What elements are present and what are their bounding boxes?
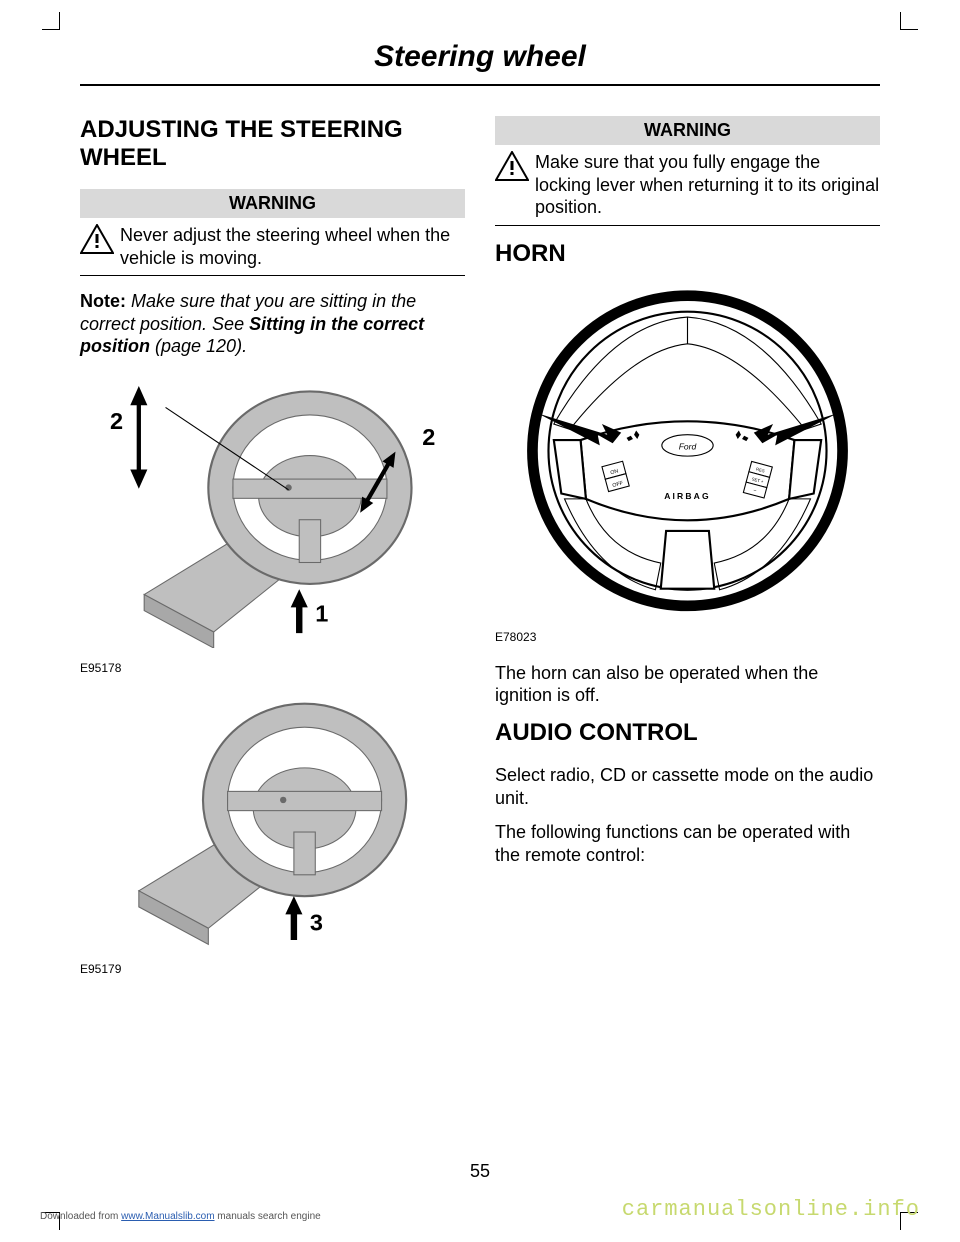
warning-rule-right: [495, 225, 880, 226]
figure-adjust-2: 3: [80, 693, 465, 955]
crop-mark-tl: [42, 12, 60, 30]
horn-text: The horn can also be operated when the i…: [495, 662, 880, 707]
footer-link[interactable]: www.Manualslib.com: [121, 1211, 214, 1222]
title-rule: [80, 84, 880, 86]
audio-text-2: The following functions can be operated …: [495, 821, 880, 866]
warning-rule: [80, 275, 465, 276]
figure-1-caption: E95178: [80, 661, 465, 675]
steering-adjust-diagram-2: 3: [80, 693, 465, 950]
horn-diagram: Ford AIRBAG ON OFF RES: [495, 285, 880, 617]
audio-text-1: Select radio, CD or cassette mode on the…: [495, 764, 880, 809]
warning-body-right: Make sure that you fully engage the lock…: [495, 151, 880, 219]
note-tail: (page 120).: [150, 336, 247, 356]
figure-horn: Ford AIRBAG ON OFF RES: [495, 285, 880, 622]
section-horn-title: HORN: [495, 240, 880, 268]
note-paragraph: Note: Make sure that you are sitting in …: [80, 290, 465, 358]
steering-adjust-diagram-1: 2: [80, 370, 465, 648]
footer: Downloaded from www.Manualslib.com manua…: [40, 1211, 321, 1222]
page-content: Steering wheel ADJUSTING THE STEERING WH…: [0, 0, 960, 1034]
warning-triangle-icon: [80, 224, 114, 254]
chapter-title: Steering wheel: [80, 40, 880, 74]
warning-triangle-icon: [495, 151, 529, 181]
warning-header-right: WARNING: [495, 116, 880, 145]
section-audio-title: AUDIO CONTROL: [495, 719, 880, 747]
footer-suffix: manuals search engine: [215, 1211, 321, 1222]
content-columns: ADJUSTING THE STEERING WHEEL WARNING Nev…: [80, 116, 880, 994]
label-2-right: 2: [422, 424, 435, 450]
ford-logo-text: Ford: [679, 442, 697, 452]
warning-body: Never adjust the steering wheel when the…: [80, 224, 465, 269]
note-label: Note:: [80, 291, 126, 311]
footer-prefix: Downloaded from: [40, 1211, 121, 1222]
figure-2-caption: E95179: [80, 962, 465, 976]
figure-adjust-1: 2: [80, 370, 465, 653]
right-column: WARNING Make sure that you fully engage …: [495, 116, 880, 994]
label-2-left: 2: [110, 408, 123, 434]
crop-mark-tr: [900, 12, 918, 30]
left-column: ADJUSTING THE STEERING WHEEL WARNING Nev…: [80, 116, 465, 994]
label-3: 3: [310, 909, 323, 935]
section-adjusting-title: ADJUSTING THE STEERING WHEEL: [80, 116, 465, 171]
page-number: 55: [0, 1161, 960, 1182]
warning-text: Never adjust the steering wheel when the…: [120, 224, 465, 269]
horn-caption: E78023: [495, 630, 880, 644]
label-1: 1: [315, 600, 328, 626]
warning-header: WARNING: [80, 189, 465, 218]
airbag-label: AIRBAG: [664, 491, 711, 501]
watermark: carmanualsonline.info: [622, 1197, 920, 1222]
warning-text-right: Make sure that you fully engage the lock…: [535, 151, 880, 219]
